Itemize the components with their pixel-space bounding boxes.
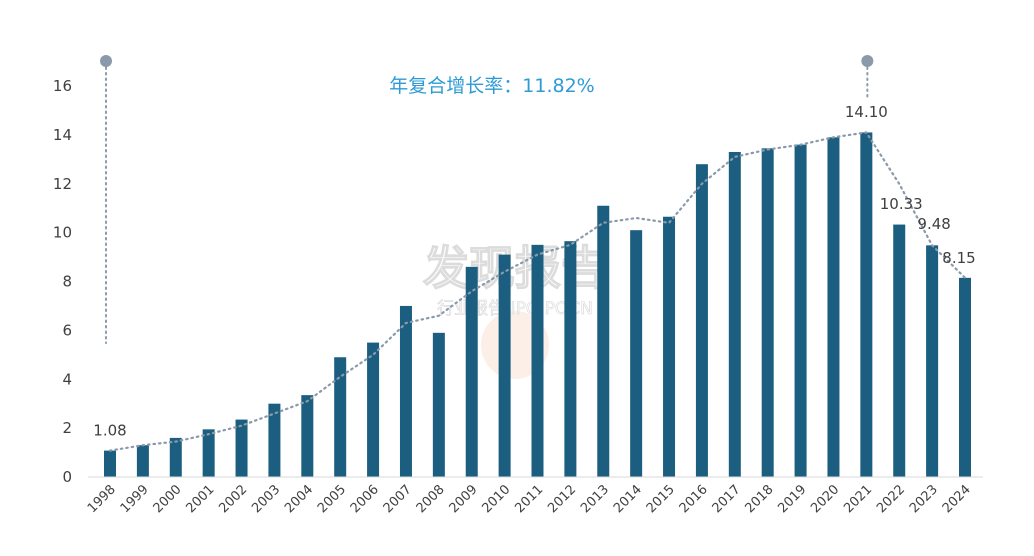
x-tick-label: 2019 [775,482,809,516]
bar-2021 [860,132,873,477]
watermark-main-text: 发现报告 [423,241,607,295]
cagr-annotation: 年复合增长率：11.82% [389,75,594,97]
bar-2003 [268,403,281,477]
y-tick-label: 0 [62,468,72,486]
y-tick-label: 14 [53,126,72,144]
bar-2000 [169,437,182,477]
bar-2009 [465,266,478,477]
bar-2010 [498,254,511,477]
bar-2023 [926,245,939,477]
x-tick-label: 2018 [743,482,777,516]
x-tick-label: 2002 [216,482,250,516]
x-tick-label: 2004 [282,482,316,516]
x-tick-label: 2005 [315,482,349,516]
data-labels: 1.08 14.10 10.33 9.48 8.15 [93,103,975,440]
y-tick-label: 8 [62,273,72,291]
x-tick-label: 2012 [545,482,579,516]
data-label-2022: 10.33 [880,195,923,213]
bar-2012 [564,241,577,477]
x-tick-label: 2008 [414,482,448,516]
bar-2006 [367,342,380,477]
cagr-markers [100,55,874,344]
start-marker-dot [100,55,112,67]
x-tick-label: 2006 [348,482,382,516]
trend-line [108,131,967,452]
bar-2015 [663,216,676,477]
x-tick-label: 2016 [677,482,711,516]
bar-2007 [399,305,412,477]
y-tick-label: 2 [62,419,72,437]
x-axis: 1998199920002001200220032004200520062007… [85,482,974,516]
y-tick-label: 12 [53,175,72,193]
x-tick-label: 2021 [841,482,875,516]
bar-2022 [893,224,906,477]
y-axis: 0 2 4 6 8 10 12 14 16 [53,77,72,486]
data-label-1998: 1.08 [93,422,126,440]
y-tick-label: 4 [62,370,72,388]
bar-2002 [235,419,248,477]
x-tick-label: 2011 [512,482,546,516]
x-tick-label: 2014 [611,482,645,516]
data-label-2024: 8.15 [942,249,975,267]
y-tick-label: 10 [53,224,72,242]
x-tick-label: 2009 [447,482,481,516]
bar-2018 [761,148,774,478]
bar-2004 [301,395,314,477]
bar-2011 [531,244,544,477]
bar-2017 [728,151,741,477]
bar-1998 [104,450,116,477]
y-tick-label: 16 [53,77,72,95]
bar-2005 [334,357,347,477]
x-tick-label: 2023 [907,482,941,516]
x-tick-label: 1999 [118,482,152,516]
bar-2024 [959,277,971,477]
x-tick-label: 2007 [381,482,415,516]
bar-2019 [794,144,807,477]
bar-2001 [202,429,215,477]
x-tick-label: 2013 [578,482,612,516]
bar-2016 [695,164,708,477]
bar-2014 [630,230,643,477]
x-tick-label: 2003 [249,482,283,516]
watermark: 发现报告 行业报告 IPO POCN [422,240,608,379]
x-tick-label: 2010 [479,482,513,516]
x-tick-label: 1998 [85,482,119,516]
bar-2013 [597,205,610,477]
y-tick-label: 6 [62,321,72,339]
trend-line-path [108,131,967,452]
x-tick-label: 2022 [874,482,908,516]
x-tick-label: 2017 [710,482,744,516]
x-tick-label: 2024 [940,482,974,516]
end-marker-dot [861,55,874,67]
x-tick-label: 2001 [183,482,217,516]
x-tick-label: 2020 [808,482,842,516]
x-tick-label: 2015 [644,482,678,516]
data-label-2023: 9.48 [917,215,950,233]
bar-2020 [827,137,840,477]
x-tick-label: 2000 [151,482,185,516]
data-label-2021: 14.10 [845,103,888,121]
bar-series [104,132,971,478]
bar-1999 [136,445,149,477]
bar-2008 [432,332,445,477]
